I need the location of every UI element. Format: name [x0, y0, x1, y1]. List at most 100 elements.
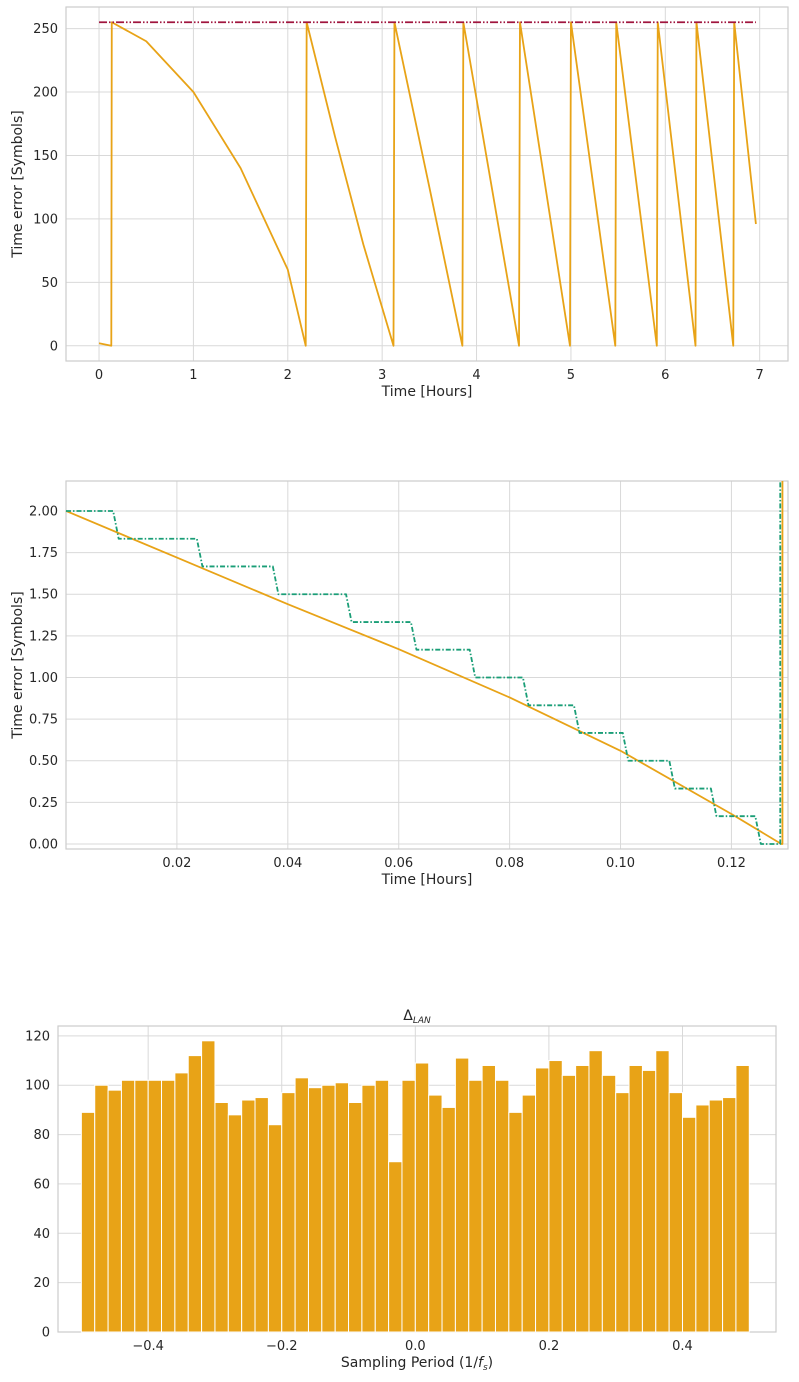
y-tick-label: 150: [33, 149, 58, 164]
chart0-grid: [66, 7, 788, 361]
y-tick-label: 100: [33, 212, 58, 227]
histogram-bar: [135, 1080, 148, 1332]
y-tick-label: 0: [42, 1326, 50, 1341]
x-tick-label: −0.4: [132, 1339, 164, 1354]
histogram-bar: [175, 1073, 188, 1332]
histogram-bar: [389, 1162, 402, 1332]
y-tick-label: 50: [41, 276, 58, 291]
histogram-bar: [469, 1080, 482, 1332]
x-tick-label: 0.4: [672, 1339, 693, 1354]
chart1-ylabel: Time error [Symbols]: [10, 591, 26, 739]
histogram-bar: [696, 1105, 709, 1332]
histogram-bar: [228, 1115, 241, 1332]
y-tick-label: 200: [33, 86, 58, 101]
y-tick-label: 80: [33, 1128, 50, 1143]
chart0-ylabel: Time error [Symbols]: [10, 110, 26, 258]
x-tick-label: 0.0: [405, 1339, 426, 1354]
title-subscript: LAN: [413, 1016, 431, 1026]
histogram-bar: [616, 1093, 629, 1332]
histogram-bar: [682, 1117, 695, 1332]
y-tick-label: 250: [33, 22, 58, 37]
histogram-bar: [562, 1075, 575, 1332]
y-tick-label: 60: [33, 1177, 50, 1192]
histogram-bar: [322, 1085, 335, 1332]
x-tick-label: 4: [472, 368, 480, 383]
y-tick-label: 0.00: [29, 838, 58, 853]
x-tick-label: 0: [95, 368, 103, 383]
title-main: Δ: [403, 1008, 413, 1024]
histogram-bar: [295, 1078, 308, 1332]
x-tick-label: −0.2: [266, 1339, 298, 1354]
histogram-bar: [215, 1103, 228, 1333]
chart-sawtooth-full: 0 1 2 3 4 5 6 7 0 50 100 150 200 250 Time [Hours] Tim…: [10, 7, 788, 400]
y-tick-label: 100: [25, 1079, 50, 1094]
y-tick-label: 1.00: [29, 671, 58, 686]
chart1-frame: [66, 481, 788, 849]
histogram-bar: [202, 1041, 215, 1332]
x-tick-label: 5: [567, 368, 575, 383]
chart2-title: ΔLAN: [403, 1008, 431, 1026]
histogram-bar: [162, 1080, 175, 1332]
chart-histogram: −0.4 −0.2 0.0 0.2 0.4020406080100120 ΔLAN Sa…: [25, 1008, 776, 1373]
x-tick-label: 2: [284, 368, 292, 383]
x-tick-label: 0.06: [384, 856, 413, 871]
chart0-series: [99, 22, 756, 346]
chart1-series: [66, 481, 782, 844]
y-tick-label: 2.00: [29, 504, 58, 519]
histogram-bar: [642, 1070, 655, 1332]
y-tick-label: 1.25: [29, 629, 58, 644]
histogram-bar: [148, 1080, 161, 1332]
histogram-bar: [455, 1058, 468, 1332]
y-tick-label: 20: [33, 1276, 50, 1291]
x-tick-label: 1: [189, 368, 197, 383]
y-tick-label: 40: [33, 1227, 50, 1242]
histogram-bar: [536, 1068, 549, 1332]
histogram-bar: [121, 1080, 134, 1332]
y-tick-label: 0.25: [29, 796, 58, 811]
x-tick-label: 7: [756, 368, 764, 383]
histogram-bar: [629, 1065, 642, 1332]
chart0-frame: [66, 7, 788, 361]
histogram-bar: [362, 1085, 375, 1332]
histogram-bar: [522, 1095, 535, 1332]
histogram-bar: [375, 1080, 388, 1332]
x-tick-label: 0.04: [273, 856, 302, 871]
y-tick-label: 0: [50, 339, 58, 354]
chart1-xlabel: Time [Hours]: [381, 872, 473, 888]
histogram-bar: [81, 1112, 94, 1332]
x-tick-label: 0.10: [606, 856, 635, 871]
x-tick-label: 0.12: [717, 856, 746, 871]
histogram-bar: [415, 1063, 428, 1332]
histogram-bar: [308, 1088, 321, 1332]
histogram-bar: [442, 1107, 455, 1332]
histogram-bar: [669, 1093, 682, 1332]
histogram-bar: [242, 1100, 255, 1332]
chart-sawtooth-zoom: 0.02 0.04 0.06 0.08 0.10 0.12 0.00 0.25 0.50 0.75…: [10, 481, 788, 888]
histogram-bar: [188, 1056, 201, 1332]
x-tick-label: 6: [661, 368, 669, 383]
y-tick-label: 1.75: [29, 546, 58, 561]
histogram-bar: [95, 1085, 108, 1332]
histogram-bar: [255, 1098, 268, 1332]
histogram-bar: [429, 1095, 442, 1332]
y-tick-label: 120: [25, 1029, 50, 1044]
histogram-bar: [268, 1125, 281, 1332]
y-tick-label: 0.50: [29, 754, 58, 769]
x-tick-label: 0.02: [162, 856, 191, 871]
chart1-grid: [66, 481, 788, 849]
chart1-ticks: 0.02 0.04 0.06 0.08 0.10 0.120.000.250.500.75…: [29, 504, 746, 871]
histogram-bar: [495, 1080, 508, 1332]
histogram-bar: [602, 1075, 615, 1332]
histogram-bar: [335, 1083, 348, 1332]
chart0-xlabel: Time [Hours]: [381, 384, 473, 400]
histogram-bar: [509, 1112, 522, 1332]
histogram-bar: [108, 1090, 121, 1332]
y-tick-label: 1.50: [29, 588, 58, 603]
histogram-bar: [349, 1103, 362, 1333]
histogram-bar: [656, 1051, 669, 1332]
histogram-bar: [282, 1093, 295, 1332]
histogram-bar: [723, 1098, 736, 1332]
histogram-bar: [709, 1100, 722, 1332]
histogram-bar: [549, 1061, 562, 1332]
